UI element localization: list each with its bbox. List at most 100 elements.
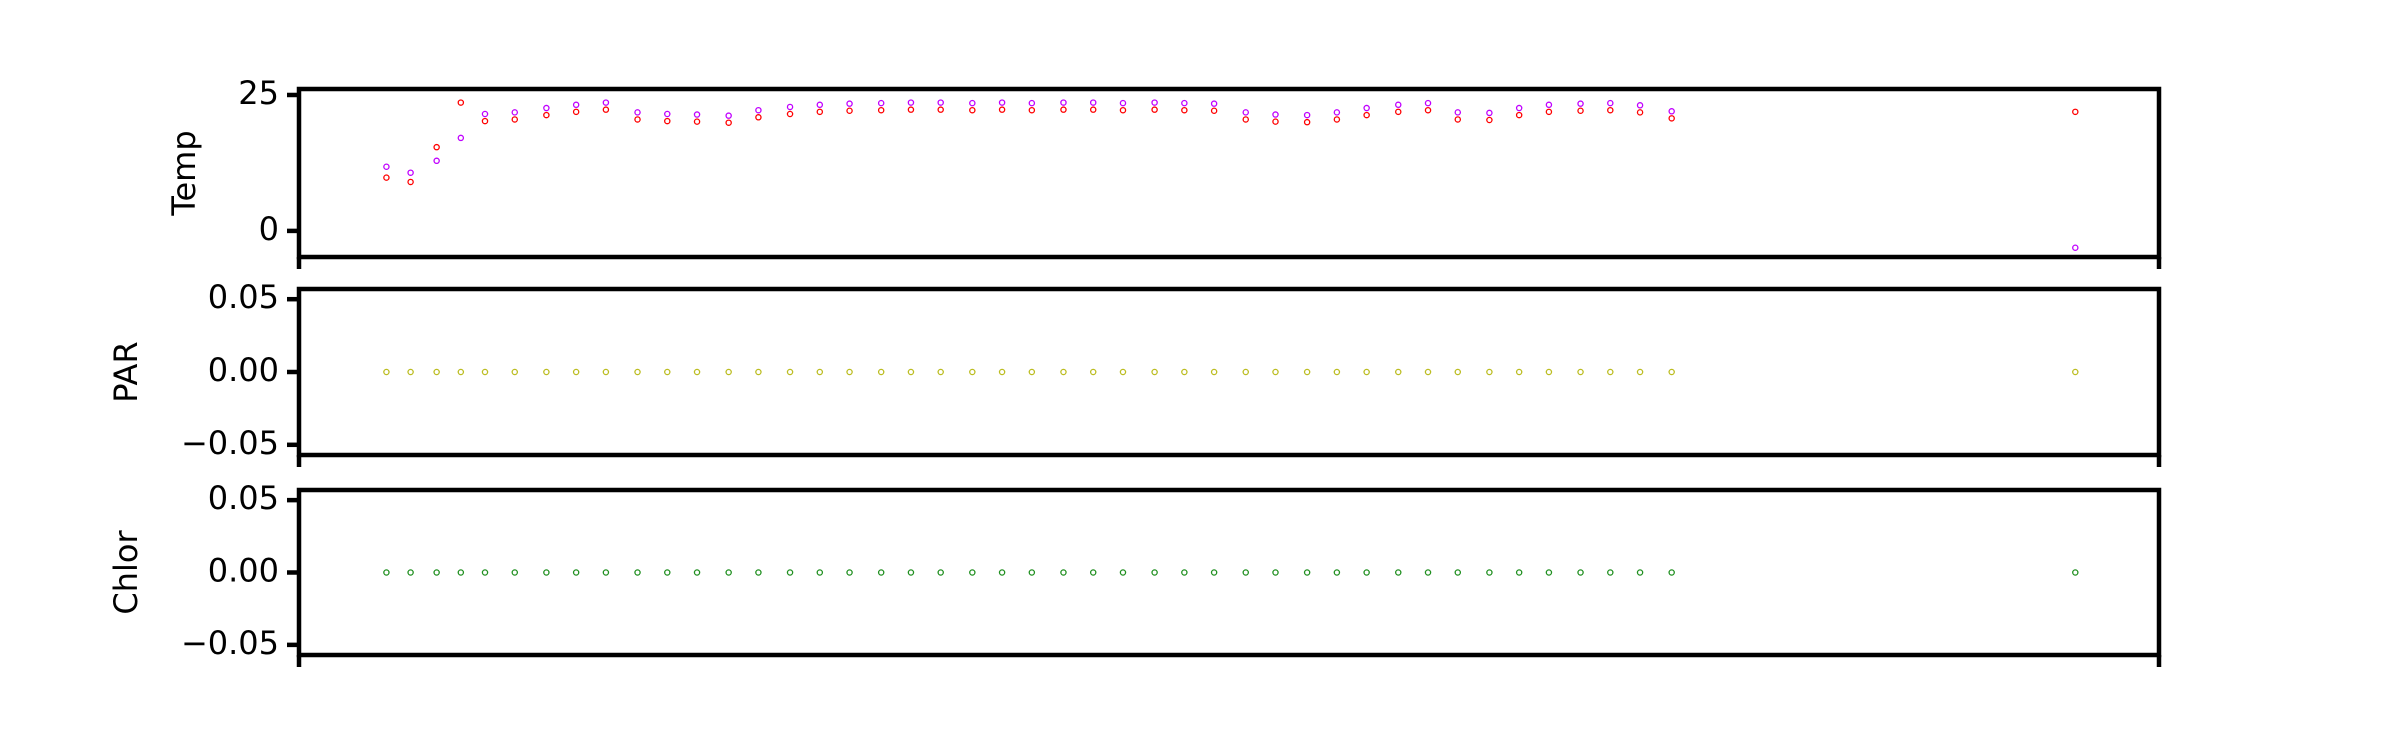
point xyxy=(1454,109,1462,116)
point xyxy=(1333,368,1341,376)
point xyxy=(457,569,465,576)
point xyxy=(1454,569,1462,576)
point xyxy=(1636,102,1644,109)
point xyxy=(755,368,762,376)
point xyxy=(1151,368,1158,376)
point xyxy=(1242,109,1249,116)
point xyxy=(693,368,701,376)
point xyxy=(457,99,465,106)
y-tick-label: 0 xyxy=(259,210,279,248)
point xyxy=(907,569,915,576)
y-tick-label: 0.05 xyxy=(208,479,279,517)
point xyxy=(572,108,580,116)
point xyxy=(664,569,671,576)
point xyxy=(543,104,550,112)
point xyxy=(481,117,489,125)
point xyxy=(2072,569,2079,576)
plot-frame xyxy=(296,86,2162,260)
point xyxy=(1363,111,1370,119)
point xyxy=(1486,116,1493,124)
point xyxy=(937,569,944,576)
point xyxy=(1089,368,1097,376)
point xyxy=(1607,368,1614,376)
point xyxy=(572,368,580,376)
point xyxy=(407,169,414,176)
point xyxy=(1272,569,1279,576)
point xyxy=(602,106,610,113)
point xyxy=(1303,569,1311,576)
point xyxy=(1333,109,1341,116)
point xyxy=(937,106,944,113)
point xyxy=(1151,106,1158,113)
point xyxy=(383,163,390,170)
point xyxy=(634,116,641,123)
point xyxy=(1119,569,1127,576)
point xyxy=(457,134,465,142)
point xyxy=(1515,368,1523,376)
point xyxy=(664,117,671,125)
y-tick-label: 25 xyxy=(238,74,279,112)
point xyxy=(1060,99,1067,106)
point xyxy=(1272,118,1279,125)
point xyxy=(725,119,732,126)
point xyxy=(383,368,390,376)
point xyxy=(1486,368,1493,376)
point xyxy=(1668,569,1675,576)
point xyxy=(1028,106,1036,114)
point xyxy=(634,109,641,116)
point xyxy=(407,368,414,376)
point xyxy=(1181,99,1188,107)
point xyxy=(1395,108,1402,116)
point xyxy=(634,569,641,576)
y-tick-label: 0.00 xyxy=(208,351,279,389)
point xyxy=(1242,569,1249,576)
point xyxy=(846,100,853,107)
point xyxy=(998,99,1006,106)
point xyxy=(1363,569,1370,576)
point xyxy=(1545,368,1553,376)
point xyxy=(816,368,824,376)
point xyxy=(937,368,944,376)
point xyxy=(1577,569,1584,576)
y-tick-label: −0.05 xyxy=(181,624,279,662)
point xyxy=(1545,101,1553,109)
point xyxy=(693,569,701,576)
point xyxy=(725,368,732,376)
point xyxy=(907,368,915,376)
point xyxy=(602,569,610,576)
point xyxy=(786,110,794,118)
point xyxy=(1028,569,1036,576)
point xyxy=(907,99,915,106)
point xyxy=(1210,107,1218,114)
point xyxy=(1454,368,1462,376)
point xyxy=(1424,569,1432,576)
point xyxy=(725,112,732,119)
point xyxy=(1607,569,1614,576)
point xyxy=(693,111,701,118)
point xyxy=(2072,368,2079,376)
point xyxy=(2072,244,2079,252)
y-tick-label: 0.00 xyxy=(208,552,279,590)
point xyxy=(1210,569,1218,576)
point xyxy=(816,569,824,576)
point xyxy=(755,114,762,121)
point xyxy=(1210,100,1218,107)
point xyxy=(1363,368,1370,376)
point xyxy=(1060,106,1067,113)
point xyxy=(433,143,440,151)
point xyxy=(511,116,519,123)
point xyxy=(1395,368,1402,376)
point xyxy=(1515,111,1523,119)
point xyxy=(1515,569,1523,576)
point xyxy=(543,569,550,576)
point xyxy=(664,110,671,118)
point xyxy=(543,368,550,376)
point xyxy=(1303,368,1311,376)
point xyxy=(1577,368,1584,376)
point xyxy=(1636,569,1644,576)
point xyxy=(969,106,976,114)
point xyxy=(1089,106,1097,113)
plot-frame xyxy=(296,487,2162,658)
point xyxy=(1181,569,1188,576)
point xyxy=(1668,108,1675,115)
